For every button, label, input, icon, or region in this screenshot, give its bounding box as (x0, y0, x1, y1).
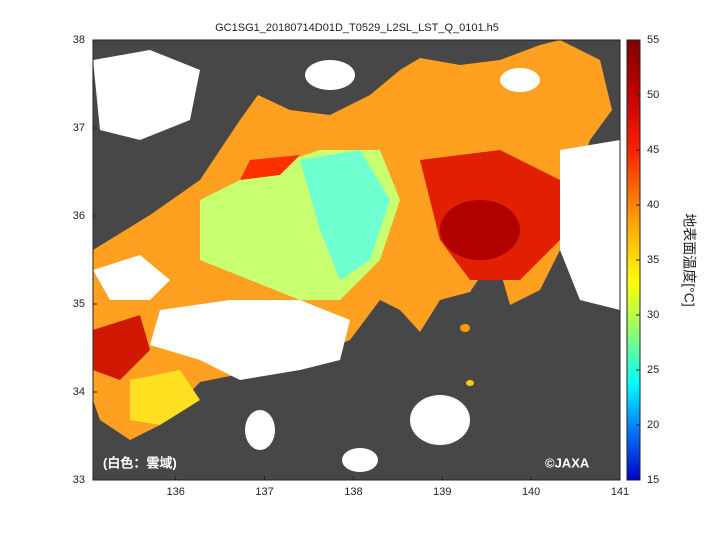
colorbar-tick-label: 30 (647, 309, 659, 321)
colorbar-tick-label: 15 (647, 474, 659, 486)
y-tick-label: 35 (73, 298, 85, 310)
x-tick-label: 136 (166, 486, 184, 498)
colorbar-tick-label: 35 (647, 254, 659, 266)
y-tick-label: 36 (73, 210, 85, 222)
map-image (93, 40, 620, 480)
copyright: ©JAXA (545, 455, 590, 470)
colorbar-label: 地表面温度[°C] (681, 213, 697, 307)
colorbar-tick-label: 20 (647, 419, 659, 431)
y-tick-label: 38 (73, 34, 85, 46)
colorbar-tick-label: 25 (647, 364, 659, 376)
x-tick-label: 139 (433, 486, 451, 498)
x-tick-label: 141 (611, 486, 629, 498)
x-tick-label: 138 (344, 486, 362, 498)
y-tick-label: 33 (73, 474, 85, 486)
colorbar-tick-label: 45 (647, 144, 659, 156)
x-tick-label: 137 (255, 486, 273, 498)
colorbar-tick-label: 55 (647, 34, 659, 46)
title: GC1SG1_20180714D01D_T0529_L2SL_LST_Q_010… (215, 22, 499, 34)
colorbar-tick-label: 40 (647, 199, 659, 211)
y-tick-label: 34 (73, 386, 85, 398)
cloud-note: (白色：雲域) (103, 455, 177, 470)
plot-frame (92, 39, 621, 481)
x-tick-label: 140 (522, 486, 540, 498)
y-tick-label: 37 (73, 122, 85, 134)
colorbar-tick-label: 50 (647, 89, 659, 101)
